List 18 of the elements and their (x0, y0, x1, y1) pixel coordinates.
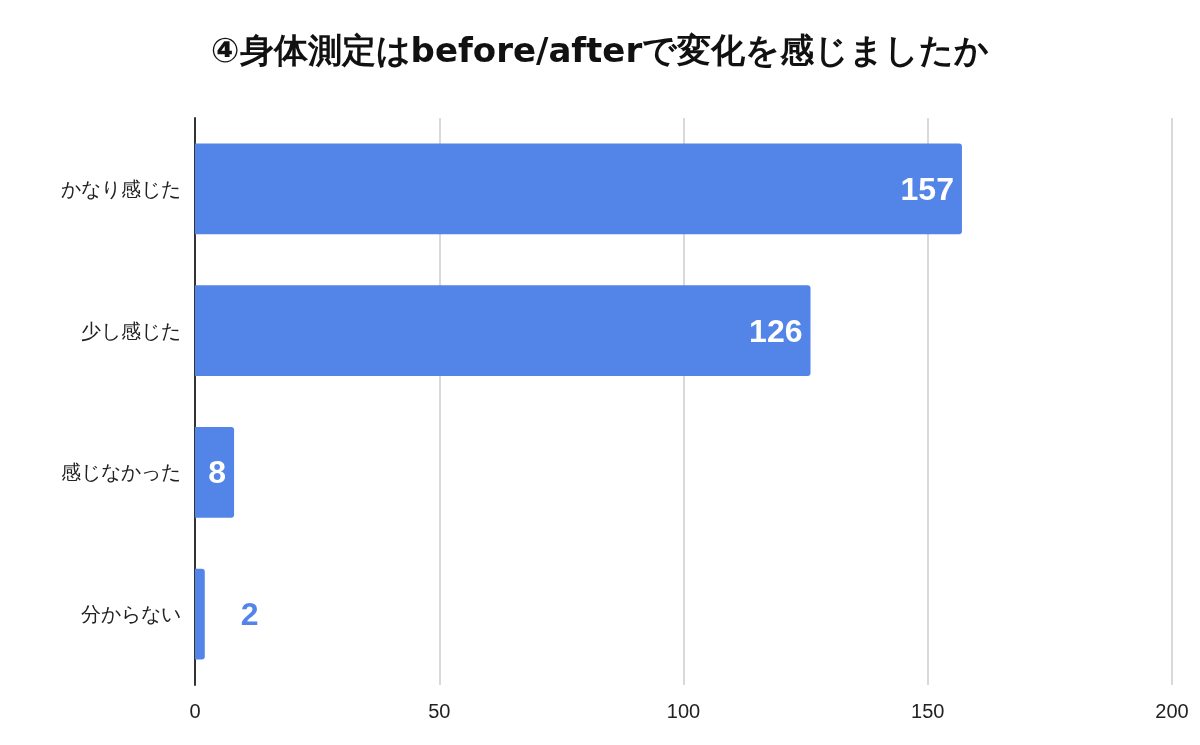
bar (195, 285, 811, 376)
data-label: 8 (208, 454, 227, 491)
y-tick-label: 分からない (81, 602, 181, 627)
x-tick-label: 0 (189, 700, 201, 722)
bar (195, 568, 205, 660)
x-tick-label: 50 (428, 700, 451, 722)
bar (195, 143, 962, 235)
chart-title: ④身体測定はbefore/afterで変化を感じましたか (210, 30, 990, 70)
data-label: 157 (900, 170, 954, 207)
y-tick-label: 感じなかった (61, 460, 181, 485)
y-tick-label: かなり感じた (61, 176, 181, 201)
bar (195, 427, 235, 518)
data-label: 2 (240, 596, 259, 633)
x-tick-label: 200 (1155, 700, 1189, 722)
x-tick-label: 100 (666, 700, 701, 722)
x-tick-label: 150 (911, 700, 945, 722)
y-tick-label: 少し感じた (81, 318, 181, 343)
data-label: 126 (749, 312, 803, 349)
